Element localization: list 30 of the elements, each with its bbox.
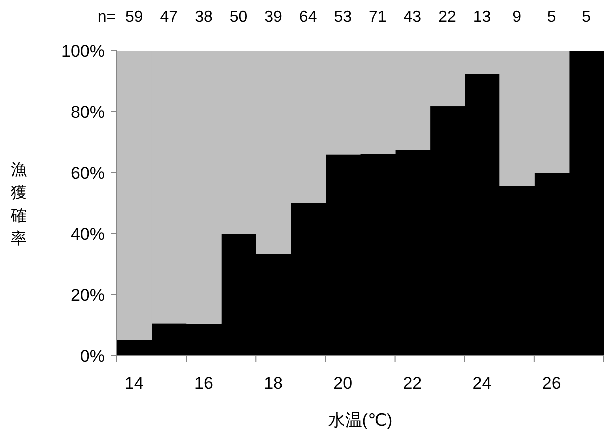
y-tick-label: 0% <box>80 347 105 366</box>
text: 64 <box>299 9 318 26</box>
text: 39 <box>264 9 283 26</box>
text: 38 <box>195 9 213 26</box>
text: 22 <box>438 9 456 26</box>
y-axis-title: 漁獲確率 <box>10 162 27 248</box>
text: 5 <box>547 9 556 26</box>
y-tick-label: 80% <box>70 103 105 122</box>
y-tick-label: 40% <box>70 225 105 244</box>
text: 50 <box>230 9 248 26</box>
x-tick-label: 20 <box>334 374 353 393</box>
text: 13 <box>473 9 492 26</box>
text: 71 <box>368 9 387 26</box>
x-tick-label: 26 <box>542 374 562 393</box>
y-tick-label: 60% <box>70 164 105 183</box>
text: 59 <box>125 9 144 26</box>
x-tick-label: 14 <box>124 374 144 393</box>
text: n= <box>98 9 116 26</box>
y-tick-label: 20% <box>70 286 105 305</box>
text: 47 <box>160 9 178 26</box>
x-tick-label: 16 <box>194 374 214 393</box>
y-tick-label: 100% <box>62 42 105 61</box>
x-axis-title: 水温(℃) <box>328 411 393 430</box>
text: 5 <box>582 9 592 26</box>
text: 53 <box>334 9 352 26</box>
x-tick-label: 18 <box>264 374 283 393</box>
text: 43 <box>404 9 422 26</box>
x-tick-label: 24 <box>472 374 492 393</box>
text: 9 <box>512 9 522 26</box>
x-tick-label: 22 <box>403 374 422 393</box>
